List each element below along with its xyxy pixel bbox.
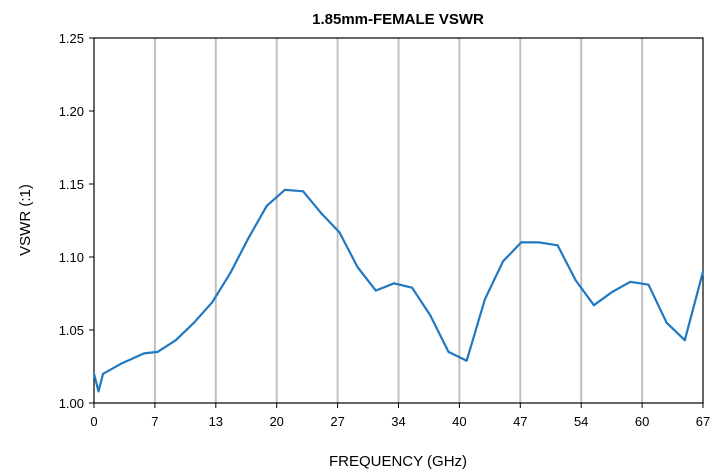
data-point [392, 282, 395, 285]
y-tick-label: 1.00 [59, 396, 84, 411]
x-tick-label: 34 [391, 414, 405, 429]
data-point [120, 362, 123, 365]
data-point [97, 390, 100, 393]
x-axis-ticks: 0 7 13 20 27 34 40 47 54 60 67 [90, 403, 710, 429]
data-point [411, 286, 414, 289]
data-point [356, 266, 359, 269]
series-layer [92, 188, 705, 393]
x-tick-label: 7 [151, 414, 158, 429]
x-tick-label: 67 [696, 414, 710, 429]
x-tick-label: 0 [90, 414, 97, 429]
data-point [465, 359, 468, 362]
data-point [592, 304, 595, 307]
data-point [629, 280, 632, 283]
data-point [302, 190, 305, 193]
data-point [174, 339, 177, 342]
x-tick-label: 27 [330, 414, 344, 429]
chart-title: 1.85mm-FEMALE VSWR [312, 11, 484, 28]
data-point [447, 350, 450, 353]
y-tick-label: 1.05 [59, 323, 84, 338]
data-point [574, 279, 577, 282]
y-tick-label: 1.20 [59, 104, 84, 119]
data-point [338, 231, 341, 234]
data-point [142, 352, 145, 355]
data-point [647, 283, 650, 286]
x-axis-label: FREQUENCY (GHz) [329, 453, 467, 470]
data-point [102, 372, 105, 375]
data-point [520, 241, 523, 244]
data-point [665, 321, 668, 324]
data-point [247, 237, 250, 240]
y-tick-label: 1.10 [59, 250, 84, 265]
data-point [283, 188, 286, 191]
data-point [320, 212, 323, 215]
data-point [229, 272, 232, 275]
y-tick-label: 1.15 [59, 177, 84, 192]
x-tick-label: 47 [513, 414, 527, 429]
data-point [683, 339, 686, 342]
data-point [156, 350, 159, 353]
x-tick-label: 60 [635, 414, 649, 429]
y-tick-label: 1.25 [59, 31, 84, 46]
data-point [483, 298, 486, 301]
data-point [556, 244, 559, 247]
data-point [611, 291, 614, 294]
data-point [702, 270, 704, 273]
data-point [211, 301, 214, 304]
x-tick-label: 20 [269, 414, 283, 429]
vswr-series-line [92, 188, 705, 393]
data-point [265, 204, 268, 207]
grid-lines [153, 38, 644, 403]
x-tick-label: 13 [209, 414, 223, 429]
x-tick-label: 40 [452, 414, 466, 429]
data-point [93, 372, 95, 375]
y-axis-label: VSWR (:1) [17, 184, 34, 256]
data-point [502, 260, 505, 263]
data-point [429, 314, 432, 317]
y-axis-ticks: 1.00 1.05 1.10 1.15 1.20 1.25 [59, 31, 94, 411]
data-point [374, 289, 377, 292]
x-tick-label: 54 [574, 414, 588, 429]
data-point [538, 241, 541, 244]
data-point [192, 321, 195, 324]
